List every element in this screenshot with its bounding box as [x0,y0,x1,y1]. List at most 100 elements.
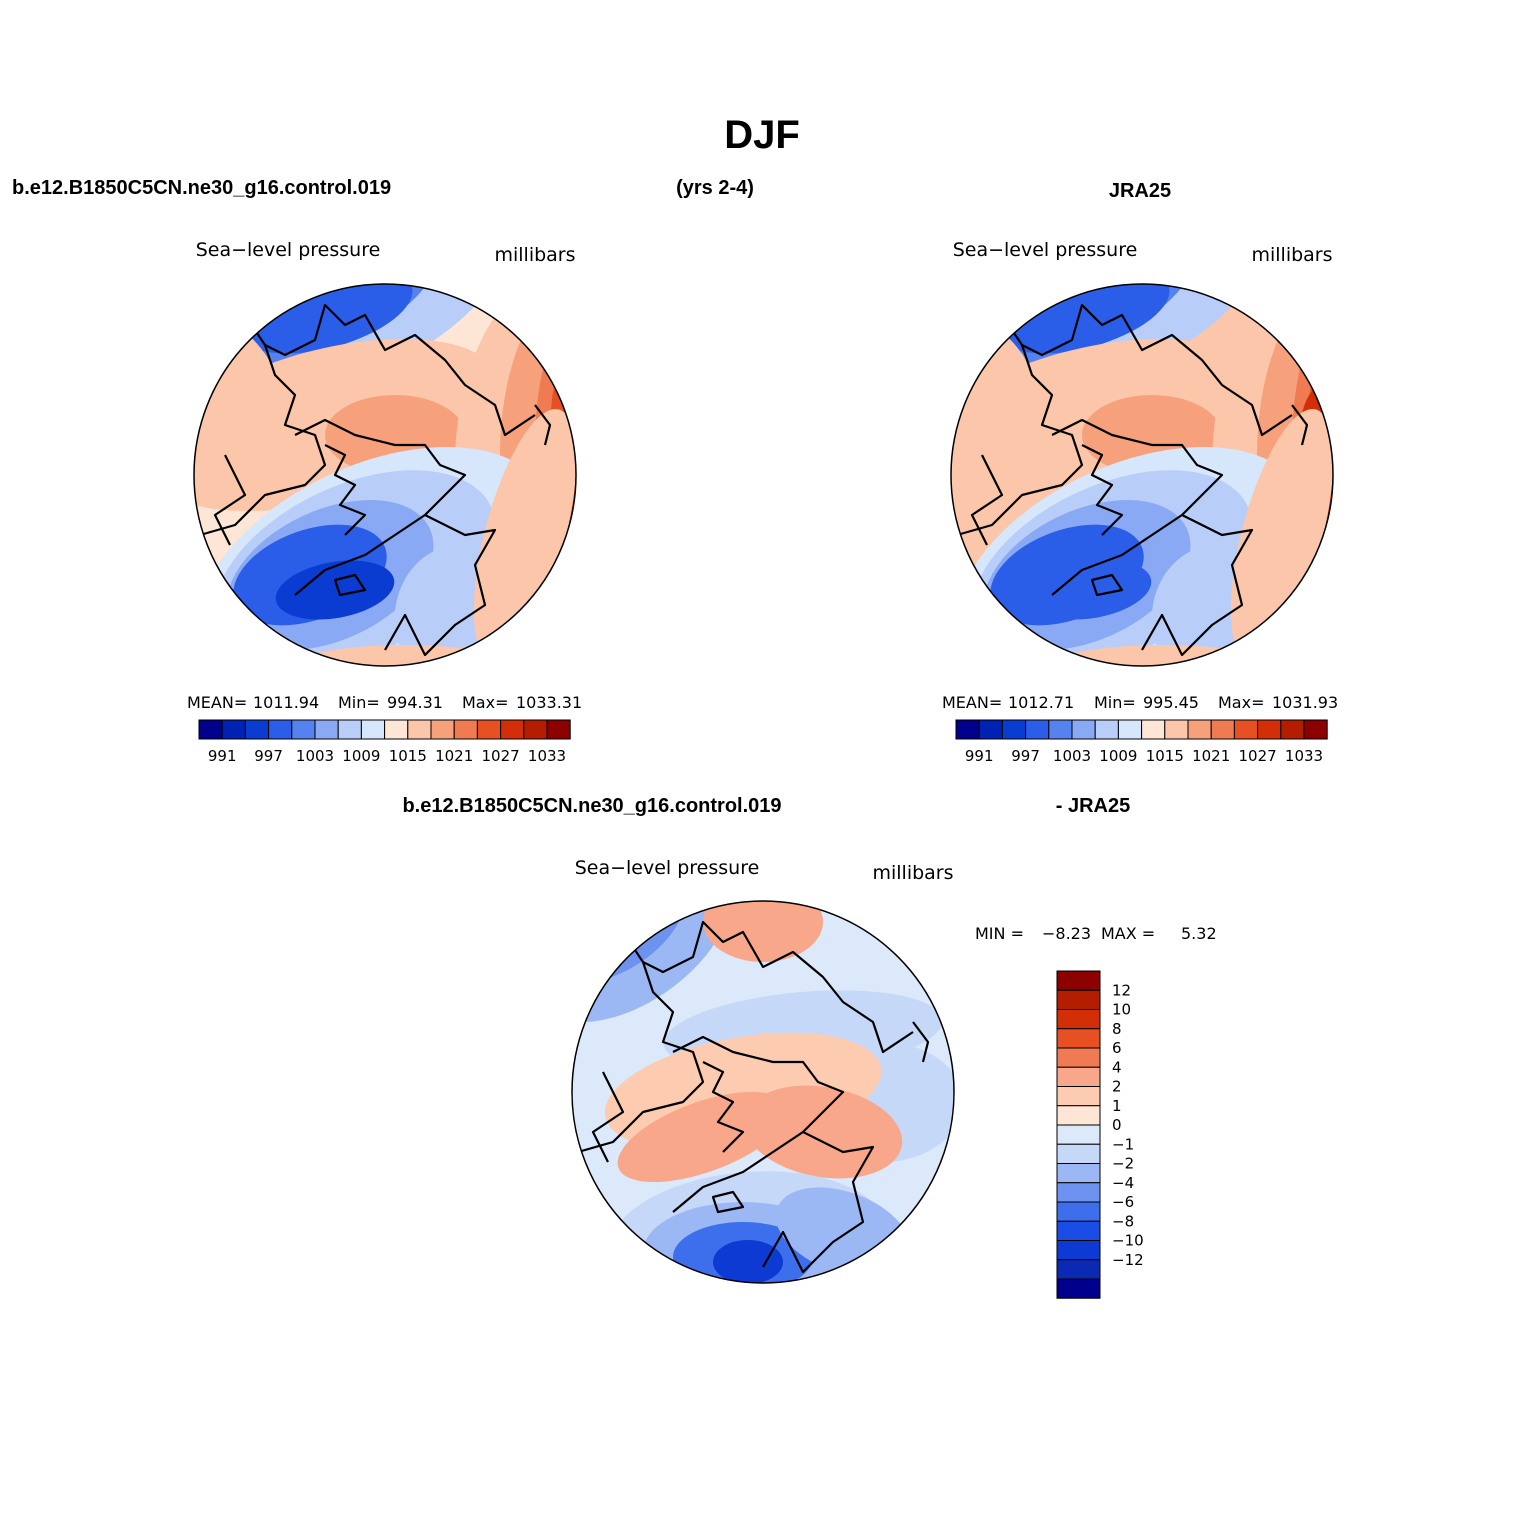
diff-stats: MIN = −8.23 MAX = 5.32 [975,924,1217,943]
colorbar-tick-label: 1003 [296,747,334,765]
coastline-segment [672,1035,845,1213]
panel-obs-variable: Sea−level pressure [953,239,1138,261]
coastline-segment [384,514,497,657]
colorbar-swatch [221,719,246,740]
colorbar-tick-label: 2 [1112,1078,1122,1096]
obs-max-value: 1031.93 [1272,693,1338,712]
diff-coastlines [577,920,930,1274]
colorbar-swatch [1056,1220,1101,1241]
coastline-segment [702,1061,745,1153]
colorbar-swatch [546,719,571,740]
model-min-label: Min= [338,693,380,712]
coastline-segment [970,454,1004,546]
obs-map-border [950,283,1334,667]
obs-mean-label: MEAN= [942,693,1002,712]
colorbar-tick-label: 1015 [1146,747,1184,765]
colorbar-tick-label: 1021 [1192,747,1230,765]
colorbar-swatch [384,719,409,740]
diff-min-value: −8.23 [1042,924,1091,943]
colorbar-swatch [1233,719,1259,740]
coastline-segment [1081,444,1124,536]
obs-min-value: 995.45 [1143,693,1199,712]
coastline-segment [577,961,705,1154]
coastline-segment [324,444,367,536]
colorbar-swatch [1025,719,1050,740]
colorbar-swatch [314,719,339,740]
panel-diff-units: millibars [872,862,953,884]
panel-model-units: millibars [494,244,575,266]
colorbar-swatch [476,719,502,740]
panel-model-variable: Sea−level pressure [196,239,381,261]
colorbar-swatch [1210,719,1235,740]
northeast-positive [703,901,823,962]
colorbar-swatch [1056,1278,1101,1299]
colorbar-swatch [291,719,316,740]
colorbar-tick-label: −4 [1112,1174,1134,1192]
colorbar-tick-label: 1027 [1239,747,1277,765]
colorbar-swatch [337,719,362,740]
obs-max-label: Max= [1218,693,1264,712]
coastline-segment [1001,303,1293,437]
colorbar-tick-label: 1027 [482,747,520,765]
colorbar-swatch [500,719,525,740]
diff-map-border [571,900,955,1284]
colorbar-tick-label: −10 [1112,1232,1144,1250]
colorbar-swatch [1056,970,1101,991]
coastline-segment [244,303,536,437]
coastline-segment [199,344,327,537]
colorbar-tick-label: 997 [1011,747,1040,765]
colorbar-tick-label: 1 [1112,1097,1122,1115]
colorbar-swatch [1056,1066,1101,1087]
colorbar-tick-label: −8 [1112,1212,1134,1230]
obs-stats: MEAN= 1012.71 Min= 995.45 Max= 1031.93 [942,693,1338,712]
colorbar-swatch [268,719,293,740]
model-mean-label: MEAN= [187,693,247,712]
colorbar-tick-label: 4 [1112,1058,1122,1076]
colorbar-swatch [1056,1259,1101,1280]
coastline-segment [762,1131,875,1274]
colorbar-tick-label: −6 [1112,1193,1134,1211]
colorbar-swatch [1280,719,1305,740]
colorbar-tick-label: 1015 [389,747,427,765]
colorbar-swatch [978,719,1003,740]
atlantic-negative-core [713,1240,783,1283]
colorbar-swatch [244,719,270,740]
colorbar-swatch [1048,719,1073,740]
coastline-segment [591,1071,625,1163]
colorbar-swatch [1056,1240,1101,1261]
colorbar-swatch [1164,719,1189,740]
colorbar-swatch [1257,719,1282,740]
colorbar-tick-label: 1021 [435,747,473,765]
colorbar-swatch [1056,1143,1101,1164]
colorbar-swatch [198,719,223,740]
model-colorbar: 991 997 1003 1009 1015 1021 1027 1033 [198,719,571,765]
colorbar-tick-label: 1033 [528,747,566,765]
coastline-segment [956,344,1084,537]
colorbar-swatch [1056,1182,1101,1203]
colorbar-swatch [955,719,980,740]
colorbar-tick-label: 12 [1112,981,1131,999]
europe-high-edge [473,409,576,661]
colorbar-swatch [1117,719,1143,740]
coastline-segment [1141,514,1254,657]
canada-positive [617,1091,789,1183]
years-label: (yrs 2-4) [676,177,754,199]
obs-slp-map [951,284,1333,666]
colorbar-tick-label: 997 [254,747,283,765]
model-coastlines [199,303,552,657]
colorbar-tick-label: −2 [1112,1155,1134,1173]
colorbar-swatch [360,719,386,740]
diff-slp-map [572,901,954,1283]
colorbar-swatch [1187,719,1212,740]
colorbar-swatch [1303,719,1328,740]
diff-obs-label: - JRA25 [1056,795,1130,817]
colorbar-swatch [453,719,478,740]
obs-mean-value: 1012.71 [1008,693,1074,712]
coastline-segment [1291,404,1309,446]
model-min-value: 994.31 [387,693,443,712]
model-max-value: 1033.31 [516,693,582,712]
colorbar-tick-label: 1009 [1099,747,1137,765]
model-max-label: Max= [462,693,508,712]
